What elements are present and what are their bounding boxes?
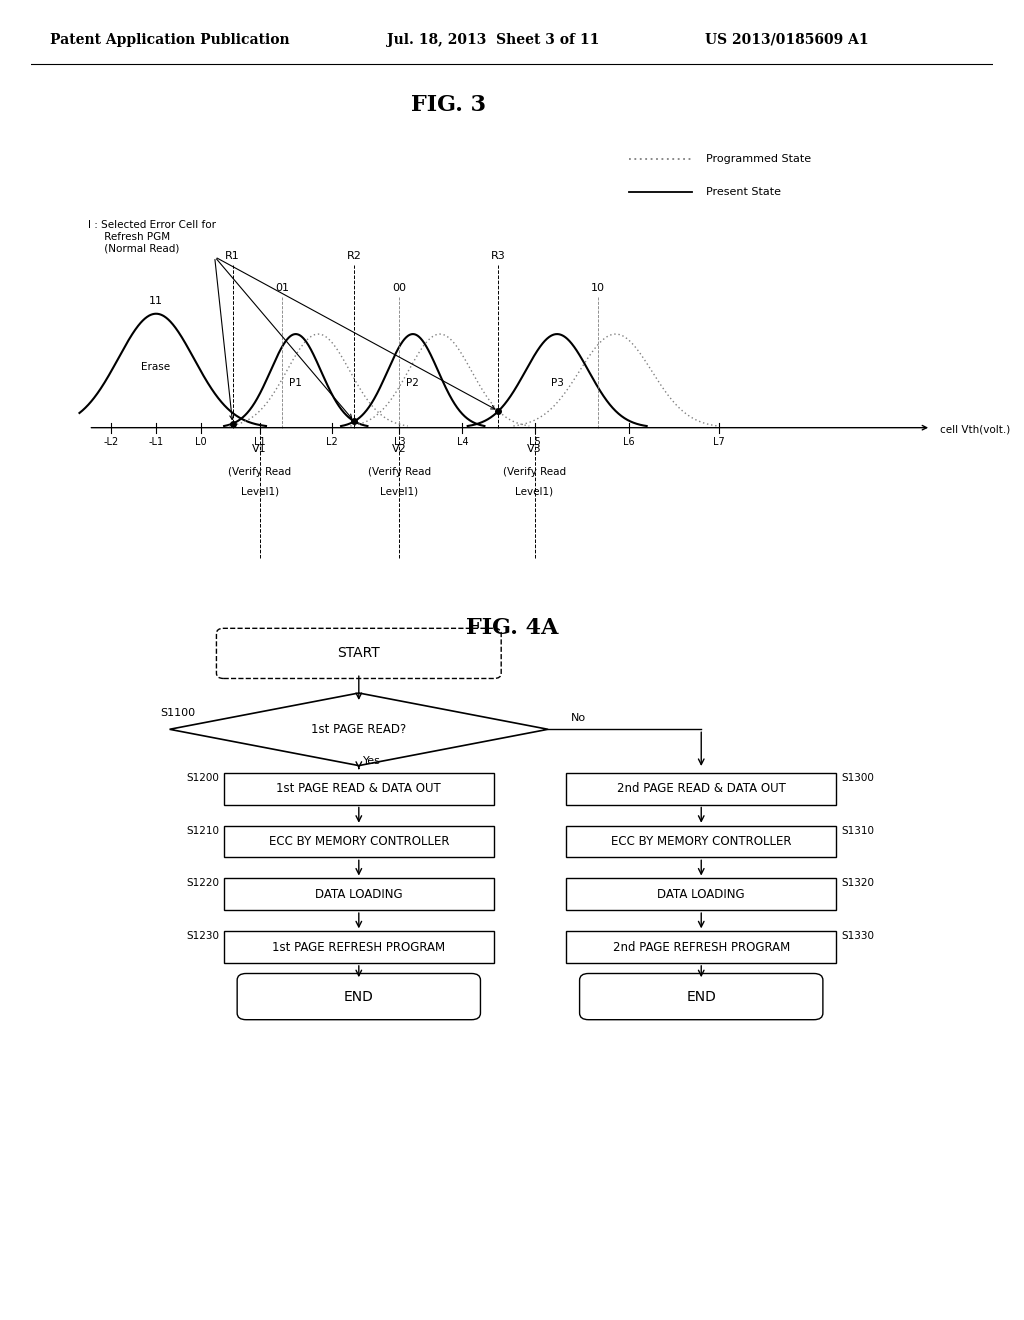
- Text: 1st PAGE REFRESH PROGRAM: 1st PAGE REFRESH PROGRAM: [272, 941, 445, 953]
- Text: L7: L7: [714, 437, 725, 447]
- Text: Level1): Level1): [515, 486, 554, 496]
- Text: 00: 00: [392, 284, 407, 293]
- Text: FIG. 3: FIG. 3: [412, 94, 486, 116]
- Text: END: END: [686, 990, 716, 1003]
- Text: S1210: S1210: [186, 825, 219, 836]
- FancyBboxPatch shape: [223, 879, 494, 911]
- Text: I : Selected Error Cell for
     Refresh PGM
     (Normal Read): I : Selected Error Cell for Refresh PGM …: [88, 220, 216, 253]
- FancyBboxPatch shape: [223, 932, 494, 964]
- Text: US 2013/0185609 A1: US 2013/0185609 A1: [705, 33, 868, 46]
- Text: FIG. 4A: FIG. 4A: [466, 616, 558, 639]
- Text: 10: 10: [591, 284, 604, 293]
- Text: S1320: S1320: [841, 878, 873, 888]
- Text: S1300: S1300: [841, 772, 873, 783]
- Text: S1220: S1220: [186, 878, 219, 888]
- Text: DATA LOADING: DATA LOADING: [315, 888, 402, 900]
- Text: -L2: -L2: [103, 437, 119, 447]
- Text: Erase: Erase: [141, 362, 171, 372]
- Text: V1: V1: [252, 444, 267, 454]
- Text: (Verify Read: (Verify Read: [368, 467, 431, 477]
- Text: Level1): Level1): [380, 486, 419, 496]
- Text: 1st PAGE READ?: 1st PAGE READ?: [311, 723, 407, 735]
- Text: V2: V2: [392, 444, 407, 454]
- FancyBboxPatch shape: [566, 879, 837, 911]
- Text: No: No: [570, 713, 586, 723]
- Text: S1200: S1200: [186, 772, 219, 783]
- Text: Patent Application Publication: Patent Application Publication: [50, 33, 290, 46]
- FancyBboxPatch shape: [580, 974, 823, 1019]
- Text: R3: R3: [492, 251, 506, 261]
- Text: V3: V3: [527, 444, 542, 454]
- Text: Programmed State: Programmed State: [706, 154, 811, 164]
- Text: DATA LOADING: DATA LOADING: [657, 888, 745, 900]
- Text: R2: R2: [347, 251, 361, 261]
- Text: S1330: S1330: [841, 931, 873, 941]
- Text: P1: P1: [290, 378, 302, 388]
- Text: ECC BY MEMORY CONTROLLER: ECC BY MEMORY CONTROLLER: [268, 836, 450, 847]
- Polygon shape: [170, 693, 548, 766]
- Text: L1: L1: [254, 437, 265, 447]
- FancyBboxPatch shape: [566, 826, 837, 858]
- Text: cell Vth(volt.): cell Vth(volt.): [940, 424, 1011, 434]
- Text: END: END: [344, 990, 374, 1003]
- FancyBboxPatch shape: [238, 974, 480, 1019]
- Text: L3: L3: [393, 437, 406, 447]
- Text: 11: 11: [150, 296, 163, 306]
- Text: L0: L0: [196, 437, 207, 447]
- Text: 2nd PAGE REFRESH PROGRAM: 2nd PAGE REFRESH PROGRAM: [612, 941, 790, 953]
- Text: Jul. 18, 2013  Sheet 3 of 11: Jul. 18, 2013 Sheet 3 of 11: [387, 33, 599, 46]
- Text: L4: L4: [457, 437, 468, 447]
- FancyBboxPatch shape: [223, 772, 494, 804]
- Text: Present State: Present State: [706, 186, 780, 197]
- Text: P2: P2: [407, 378, 419, 388]
- Text: S1310: S1310: [841, 825, 873, 836]
- Text: 2nd PAGE READ & DATA OUT: 2nd PAGE READ & DATA OUT: [616, 783, 785, 795]
- Text: L5: L5: [528, 437, 541, 447]
- Text: L6: L6: [624, 437, 635, 447]
- FancyBboxPatch shape: [223, 826, 494, 858]
- FancyBboxPatch shape: [566, 932, 837, 964]
- Text: (Verify Read: (Verify Read: [503, 467, 566, 477]
- Text: Yes: Yes: [364, 756, 381, 766]
- Text: Level1): Level1): [241, 486, 279, 496]
- FancyBboxPatch shape: [566, 772, 837, 804]
- FancyBboxPatch shape: [216, 628, 501, 678]
- Text: R1: R1: [225, 251, 240, 261]
- Text: ECC BY MEMORY CONTROLLER: ECC BY MEMORY CONTROLLER: [611, 836, 792, 847]
- Text: (Verify Read: (Verify Read: [228, 467, 291, 477]
- Text: S1100: S1100: [161, 708, 196, 718]
- Text: START: START: [338, 647, 380, 660]
- Text: S1230: S1230: [186, 931, 219, 941]
- Text: 01: 01: [275, 284, 289, 293]
- Text: P3: P3: [551, 378, 563, 388]
- Text: L2: L2: [326, 437, 338, 447]
- Text: -L1: -L1: [148, 437, 164, 447]
- Text: 1st PAGE READ & DATA OUT: 1st PAGE READ & DATA OUT: [276, 783, 441, 795]
